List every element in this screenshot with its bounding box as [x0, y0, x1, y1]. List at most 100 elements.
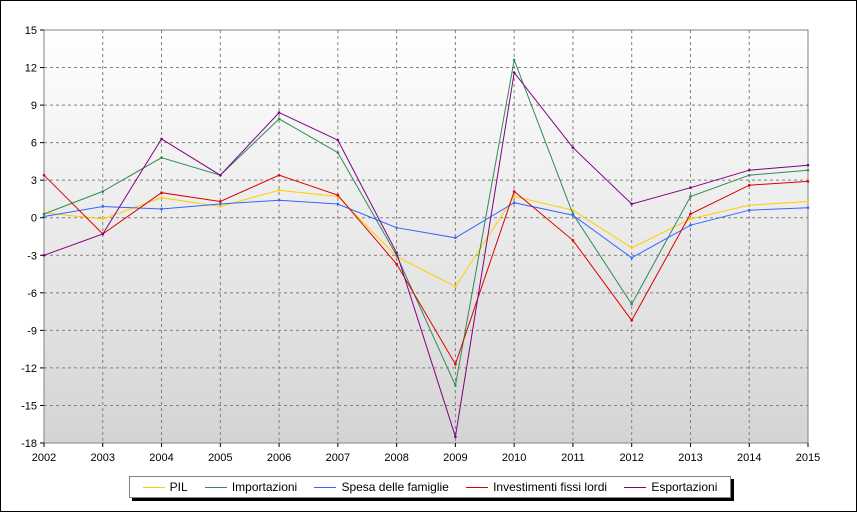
- data-point: [806, 168, 810, 172]
- series-layer: [42, 58, 810, 439]
- legend: PIL Importazioni Spesa delle famiglie Inves…: [129, 476, 731, 498]
- data-point: [512, 195, 516, 198]
- y-tick-label: 12: [25, 63, 37, 75]
- data-point: [395, 251, 398, 255]
- legend-item: Importazioni: [204, 480, 298, 494]
- data-point: [101, 217, 105, 221]
- legend-swatch: [624, 486, 647, 488]
- y-tick-label: 0: [31, 213, 37, 225]
- data-point: [630, 202, 633, 206]
- legend-label: Spesa delle famiglie: [341, 480, 449, 494]
- legend-label: Investimenti fissi lordi: [493, 480, 608, 494]
- data-point: [689, 212, 692, 216]
- data-point: [101, 232, 105, 236]
- data-point: [42, 173, 46, 177]
- data-point: [336, 202, 340, 206]
- y-tick-label: 9: [31, 100, 37, 112]
- data-point: [42, 212, 46, 216]
- data-point: [512, 58, 516, 62]
- x-tick-label: 2005: [208, 452, 232, 464]
- data-point: [689, 223, 692, 227]
- data-point: [42, 215, 46, 218]
- x-tick-label: 2009: [443, 452, 467, 464]
- x-tick-label: 2013: [678, 452, 702, 464]
- data-point: [747, 173, 751, 177]
- x-tick-label: 2015: [796, 452, 820, 464]
- data-point: [101, 190, 105, 193]
- y-tick-label: -3: [27, 250, 37, 262]
- data-point: [571, 238, 575, 242]
- x-tick-label: 2004: [149, 452, 173, 464]
- data-point: [277, 188, 281, 192]
- data-point: [336, 193, 340, 197]
- data-point: [747, 208, 751, 212]
- data-point: [160, 196, 163, 200]
- data-point: [219, 200, 222, 203]
- data-point: [277, 111, 281, 114]
- x-tick-label: 2012: [619, 452, 643, 464]
- data-point: [336, 151, 340, 154]
- x-tick-label: 2003: [91, 452, 115, 464]
- data-point: [512, 201, 516, 205]
- x-tick-label: 2002: [32, 452, 56, 464]
- x-tick-label: 2007: [326, 452, 350, 464]
- y-tick-label: -15: [21, 400, 37, 412]
- y-tick-label: 6: [31, 138, 37, 150]
- x-tick-label: 2008: [384, 452, 408, 464]
- data-point: [277, 117, 281, 121]
- data-point: [454, 362, 457, 366]
- data-point: [630, 246, 633, 250]
- x-tick-label: 2010: [502, 452, 526, 464]
- data-point: [160, 137, 163, 141]
- data-point: [512, 190, 516, 193]
- data-point: [395, 226, 398, 230]
- data-point: [454, 435, 457, 439]
- legend-swatch: [314, 486, 337, 488]
- y-axis: 15 12 9 6 3 0 -3 -6 -9 -12 -15 -18: [21, 25, 44, 450]
- series-line-esportazioni: [43, 71, 809, 437]
- y-tick-label: 3: [31, 175, 37, 187]
- data-point: [512, 71, 516, 74]
- data-point: [571, 146, 575, 149]
- x-tick-label: 2011: [561, 452, 585, 464]
- data-point: [630, 256, 633, 260]
- x-axis: 2002 2003 2004 2005 2006 2007 2008 2009 2010 2011…: [32, 443, 820, 464]
- series-line-importazioni: [43, 58, 809, 388]
- data-point: [454, 384, 457, 387]
- legend-swatch: [142, 486, 165, 488]
- legend-item: Spesa delle famiglie: [314, 480, 449, 494]
- data-point: [160, 191, 163, 194]
- data-point: [219, 173, 222, 177]
- x-tick-label: 2014: [737, 452, 761, 464]
- data-point: [689, 195, 692, 198]
- data-point: [747, 183, 751, 187]
- data-point: [219, 205, 222, 208]
- data-point: [101, 205, 105, 208]
- data-point: [806, 200, 810, 203]
- legend-item: Esportazioni: [624, 480, 717, 494]
- x-tick-label: 2006: [267, 452, 291, 464]
- data-point: [277, 198, 281, 202]
- y-tick-label: -12: [21, 363, 37, 375]
- data-point: [806, 206, 810, 210]
- legend-label: Importazioni: [231, 480, 298, 494]
- data-point: [571, 208, 575, 212]
- series-line-pil: [43, 189, 809, 288]
- data-point: [219, 202, 222, 206]
- legend-swatch: [466, 486, 489, 488]
- grid-lines: [44, 30, 808, 443]
- y-tick-label: -18: [21, 438, 37, 450]
- series-line-spesa-delle-famiglie: [43, 199, 809, 259]
- series-line-investimenti-fissi-lordi: [43, 174, 809, 366]
- data-point: [395, 262, 398, 266]
- data-point: [571, 213, 575, 217]
- data-point: [160, 156, 163, 159]
- legend-item: Investimenti fissi lordi: [466, 480, 607, 494]
- data-point: [689, 217, 692, 221]
- data-point: [806, 163, 810, 167]
- data-point: [630, 302, 633, 306]
- legend-label: Esportazioni: [651, 480, 718, 494]
- data-point: [454, 285, 457, 288]
- legend-label: PIL: [169, 480, 188, 494]
